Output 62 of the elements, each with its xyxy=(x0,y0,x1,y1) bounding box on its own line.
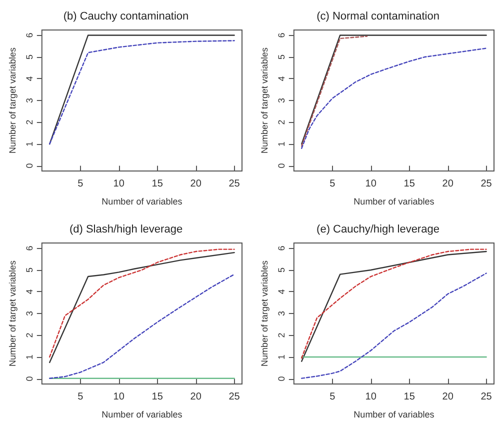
y-axis-title: Number of target variables xyxy=(8,46,18,154)
y-tick-label: 6 xyxy=(276,246,286,251)
x-tick-label: 25 xyxy=(228,178,240,190)
x-tick-label: 10 xyxy=(365,178,377,190)
y-tick-label: 6 xyxy=(24,32,34,38)
chart-title: (c) Normal contamination xyxy=(316,10,440,22)
y-tick-label: 2 xyxy=(24,120,34,125)
line-series xyxy=(48,274,235,379)
line-series xyxy=(300,272,487,379)
y-axis-title: Number of target variables xyxy=(260,46,270,154)
x-tick-label: 5 xyxy=(330,392,336,402)
y-axis-title: Number of target variables xyxy=(8,260,18,367)
x-tick-label: 5 xyxy=(78,178,84,190)
y-tick-label: 1 xyxy=(24,354,34,360)
x-axis-title: Number of variables xyxy=(102,410,183,420)
y-tick-label: 0 xyxy=(24,163,34,168)
x-axis-title: Number of variables xyxy=(102,196,183,206)
y-tick-label: 4 xyxy=(276,76,286,82)
x-axis-title: Number of variables xyxy=(354,410,435,420)
y-tick-label: 5 xyxy=(276,267,286,272)
y-tick-label: 0 xyxy=(276,376,286,382)
y-tick-label: 3 xyxy=(24,98,34,104)
y-tick-label: 4 xyxy=(24,289,34,294)
chart-title: (d) Slash/high leverage xyxy=(69,224,183,236)
x-tick-label: 25 xyxy=(480,178,492,190)
y-tick-label: 1 xyxy=(276,354,286,360)
x-tick-label: 20 xyxy=(190,178,202,190)
x-tick-label: 20 xyxy=(442,178,454,190)
y-tick-label: 5 xyxy=(24,54,34,60)
y-tick-label: 2 xyxy=(24,332,34,338)
y-axis-title: Number of target variables xyxy=(260,260,270,367)
x-tick-label: 25 xyxy=(228,392,240,402)
x-tick-label: 10 xyxy=(113,178,125,190)
x-tick-label: 10 xyxy=(365,392,377,402)
x-tick-label: 20 xyxy=(442,392,454,402)
x-tick-label: 15 xyxy=(152,178,164,190)
y-tick-label: 3 xyxy=(24,310,34,316)
y-tick-label: 0 xyxy=(276,163,286,168)
x-tick-label: 5 xyxy=(330,178,336,190)
y-tick-label: 6 xyxy=(276,32,286,38)
y-tick-label: 5 xyxy=(24,267,34,272)
y-tick-label: 4 xyxy=(276,289,286,294)
x-tick-label: 25 xyxy=(480,392,492,402)
y-tick-label: 5 xyxy=(276,54,286,60)
x-tick-label: 20 xyxy=(190,392,202,402)
x-tick-label: 15 xyxy=(404,392,416,402)
chart-title: (e) Cauchy/high leverage xyxy=(316,224,440,236)
x-tick-label: 10 xyxy=(113,392,125,402)
y-tick-label: 0 xyxy=(24,376,34,382)
x-tick-label: 5 xyxy=(78,392,84,402)
x-tick-label: 15 xyxy=(404,178,416,190)
y-tick-label: 4 xyxy=(24,76,34,82)
y-tick-label: 2 xyxy=(276,332,286,338)
x-axis-title: Number of variables xyxy=(354,196,435,206)
y-tick-label: 2 xyxy=(276,120,286,125)
y-tick-label: 1 xyxy=(276,142,286,147)
chart-title: (b) Cauchy contamination xyxy=(63,10,189,22)
y-tick-label: 6 xyxy=(24,246,34,251)
y-tick-label: 1 xyxy=(24,142,34,147)
x-tick-label: 15 xyxy=(152,392,164,402)
y-tick-label: 3 xyxy=(276,310,286,316)
y-tick-label: 3 xyxy=(276,98,286,104)
